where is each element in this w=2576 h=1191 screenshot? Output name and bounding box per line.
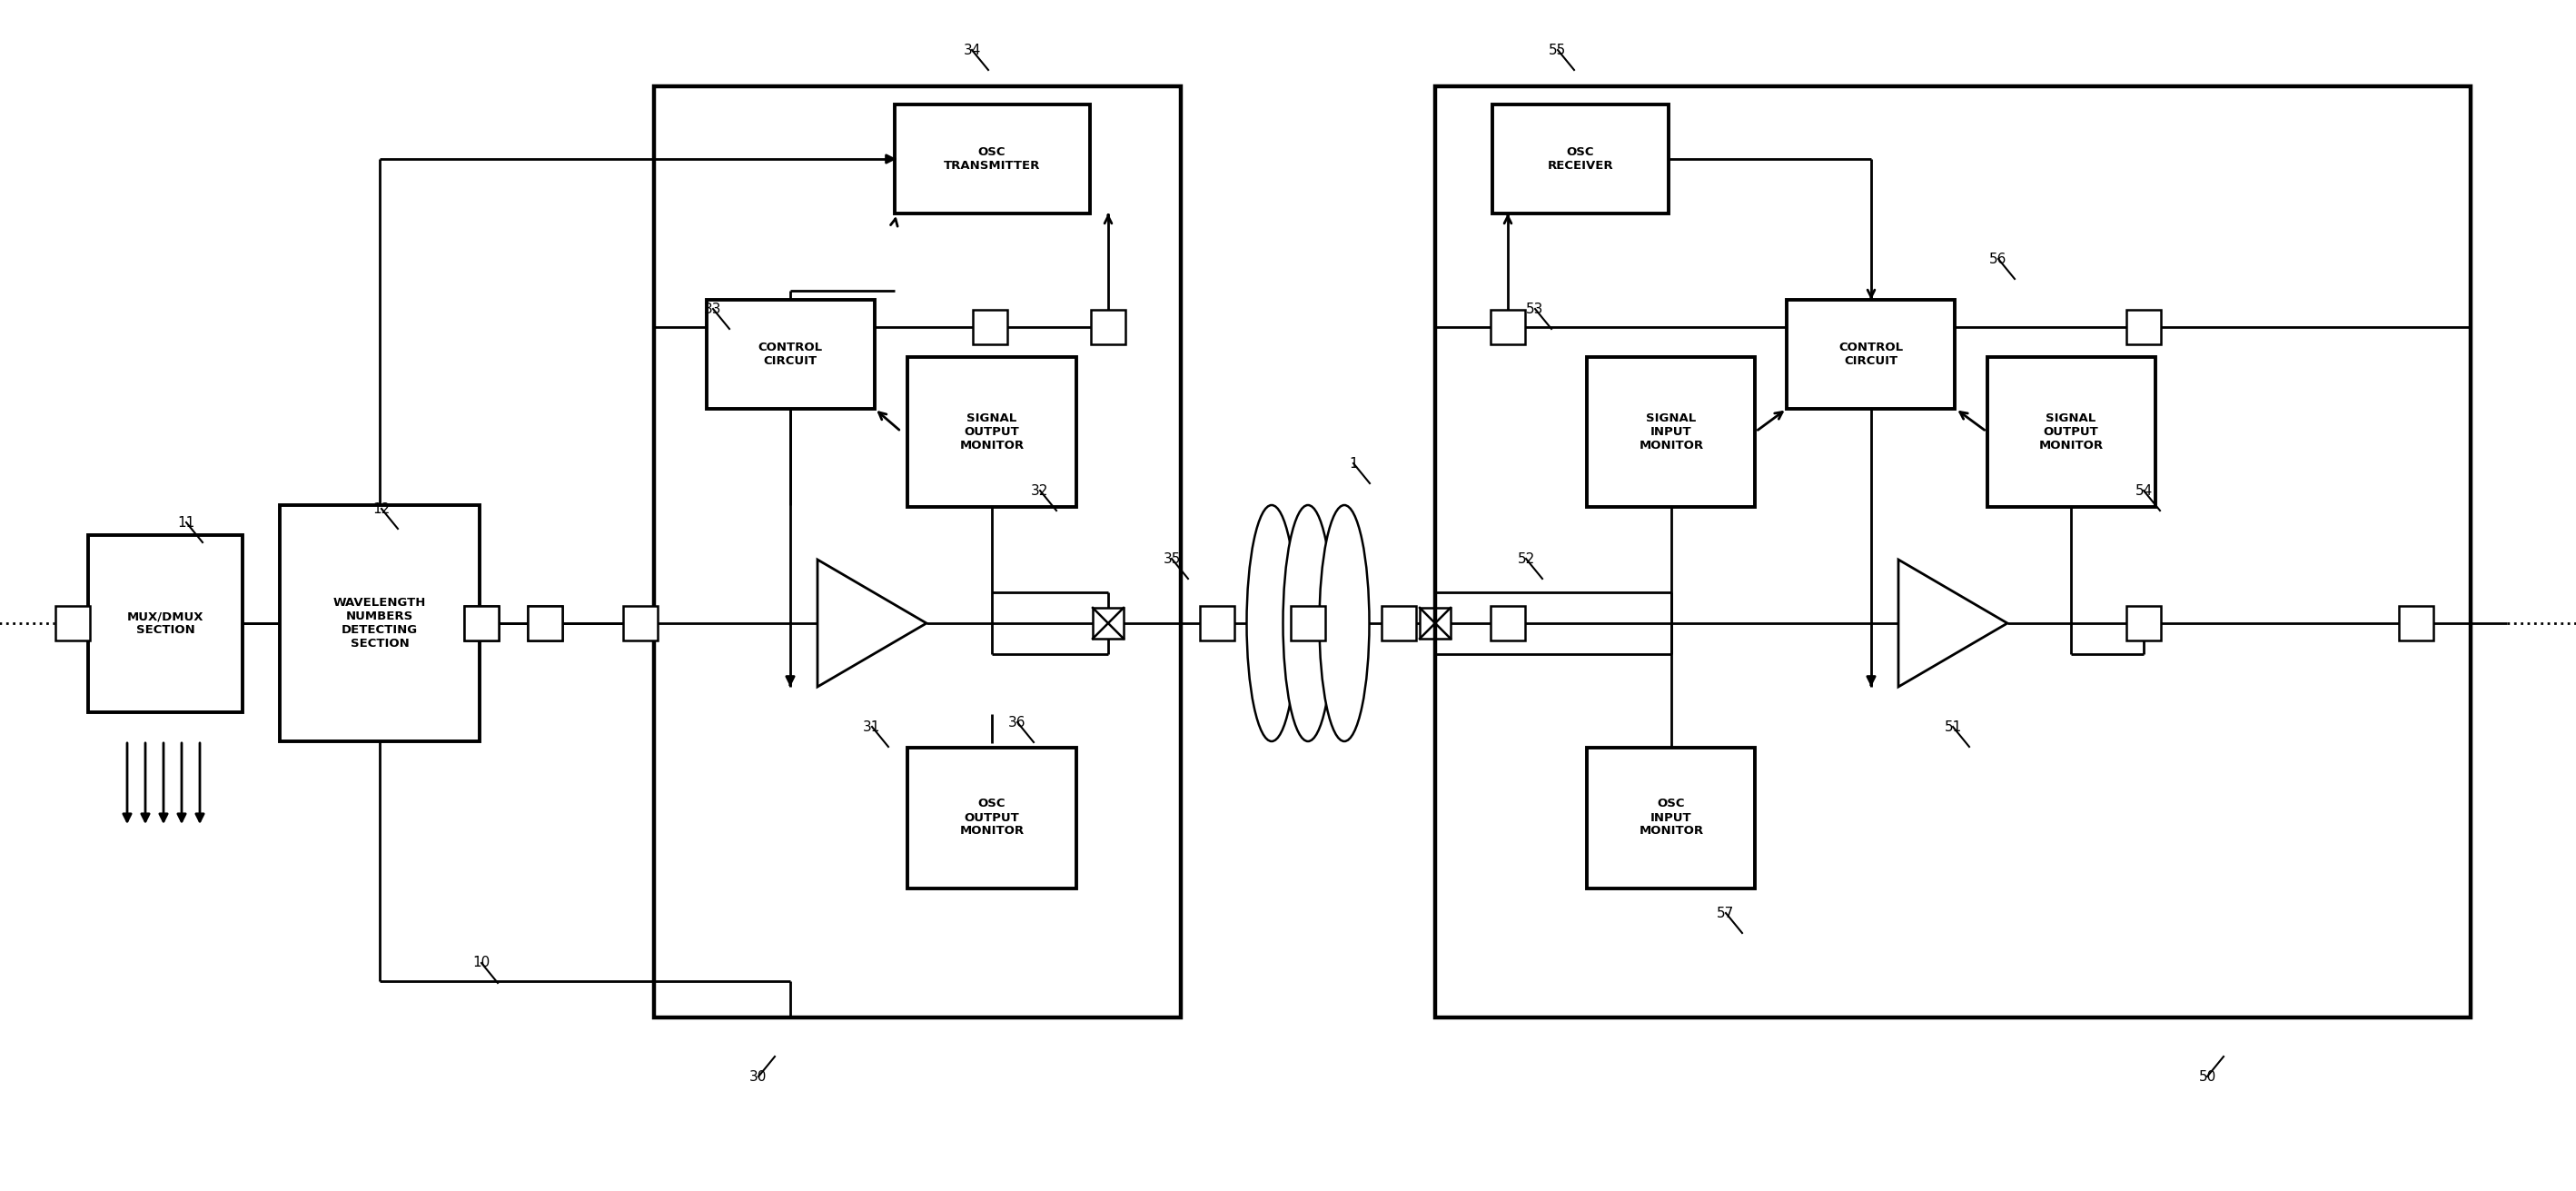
Text: 33: 33 bbox=[703, 303, 721, 316]
Text: WAVELENGTH
NUMBERS
DETECTING
SECTION: WAVELENGTH NUMBERS DETECTING SECTION bbox=[332, 597, 425, 649]
Text: 32: 32 bbox=[1030, 484, 1048, 498]
Text: 56: 56 bbox=[1989, 252, 2007, 266]
Bar bbox=[1092, 607, 1123, 638]
Text: OSC
INPUT
MONITOR: OSC INPUT MONITOR bbox=[1638, 798, 1703, 837]
Bar bbox=[1986, 356, 2156, 506]
Bar bbox=[88, 535, 242, 712]
Text: 1: 1 bbox=[1350, 456, 1358, 470]
Text: CONTROL
CIRCUIT: CONTROL CIRCUIT bbox=[1839, 342, 1904, 367]
Bar bbox=[623, 606, 657, 641]
Text: 10: 10 bbox=[471, 956, 489, 969]
Bar bbox=[1587, 747, 1754, 888]
Bar bbox=[528, 606, 562, 641]
Bar bbox=[1492, 105, 1669, 213]
Bar bbox=[464, 606, 500, 641]
Ellipse shape bbox=[1319, 505, 1370, 741]
Bar bbox=[528, 606, 562, 641]
Bar bbox=[1492, 310, 1525, 344]
Text: OSC
RECEIVER: OSC RECEIVER bbox=[1548, 146, 1613, 172]
Bar bbox=[2398, 606, 2434, 641]
Text: SIGNAL
OUTPUT
MONITOR: SIGNAL OUTPUT MONITOR bbox=[961, 412, 1025, 451]
Text: 30: 30 bbox=[750, 1070, 768, 1084]
Text: OSC
OUTPUT
MONITOR: OSC OUTPUT MONITOR bbox=[961, 798, 1025, 837]
Text: 57: 57 bbox=[1718, 906, 1734, 919]
Bar bbox=[2125, 310, 2161, 344]
Bar bbox=[1419, 607, 1450, 638]
Bar bbox=[654, 86, 1180, 1017]
Bar bbox=[1200, 606, 1234, 641]
Text: 36: 36 bbox=[1007, 716, 1025, 729]
Text: 55: 55 bbox=[1548, 43, 1566, 57]
Bar bbox=[894, 105, 1090, 213]
Polygon shape bbox=[1899, 560, 2007, 687]
Bar bbox=[2125, 606, 2161, 641]
Text: 50: 50 bbox=[2197, 1070, 2215, 1084]
Bar bbox=[281, 505, 479, 741]
Text: MUX/DMUX
SECTION: MUX/DMUX SECTION bbox=[126, 611, 204, 636]
Bar bbox=[907, 747, 1077, 888]
Bar bbox=[706, 300, 873, 409]
Text: CONTROL
CIRCUIT: CONTROL CIRCUIT bbox=[757, 342, 822, 367]
Bar bbox=[57, 606, 90, 641]
Text: 54: 54 bbox=[2136, 484, 2154, 498]
Bar bbox=[974, 310, 1007, 344]
Text: 51: 51 bbox=[1945, 721, 1963, 734]
Bar bbox=[1381, 606, 1417, 641]
Bar bbox=[1090, 310, 1126, 344]
Bar bbox=[464, 606, 500, 641]
Text: 53: 53 bbox=[1525, 303, 1543, 316]
Text: SIGNAL
INPUT
MONITOR: SIGNAL INPUT MONITOR bbox=[1638, 412, 1703, 451]
Text: 52: 52 bbox=[1517, 551, 1535, 566]
Text: 11: 11 bbox=[178, 516, 196, 529]
Ellipse shape bbox=[1247, 505, 1296, 741]
Bar bbox=[1291, 606, 1324, 641]
Text: 34: 34 bbox=[963, 43, 981, 57]
Bar bbox=[907, 356, 1077, 506]
Text: OSC
TRANSMITTER: OSC TRANSMITTER bbox=[943, 146, 1041, 172]
Bar bbox=[1587, 356, 1754, 506]
Text: 31: 31 bbox=[863, 721, 881, 734]
Ellipse shape bbox=[1283, 505, 1332, 741]
Text: SIGNAL
OUTPUT
MONITOR: SIGNAL OUTPUT MONITOR bbox=[2038, 412, 2102, 451]
Bar bbox=[1788, 300, 1955, 409]
Polygon shape bbox=[817, 560, 927, 687]
Bar bbox=[1492, 606, 1525, 641]
Text: 35: 35 bbox=[1162, 551, 1180, 566]
Bar bbox=[1435, 86, 2470, 1017]
Text: 12: 12 bbox=[374, 501, 389, 516]
